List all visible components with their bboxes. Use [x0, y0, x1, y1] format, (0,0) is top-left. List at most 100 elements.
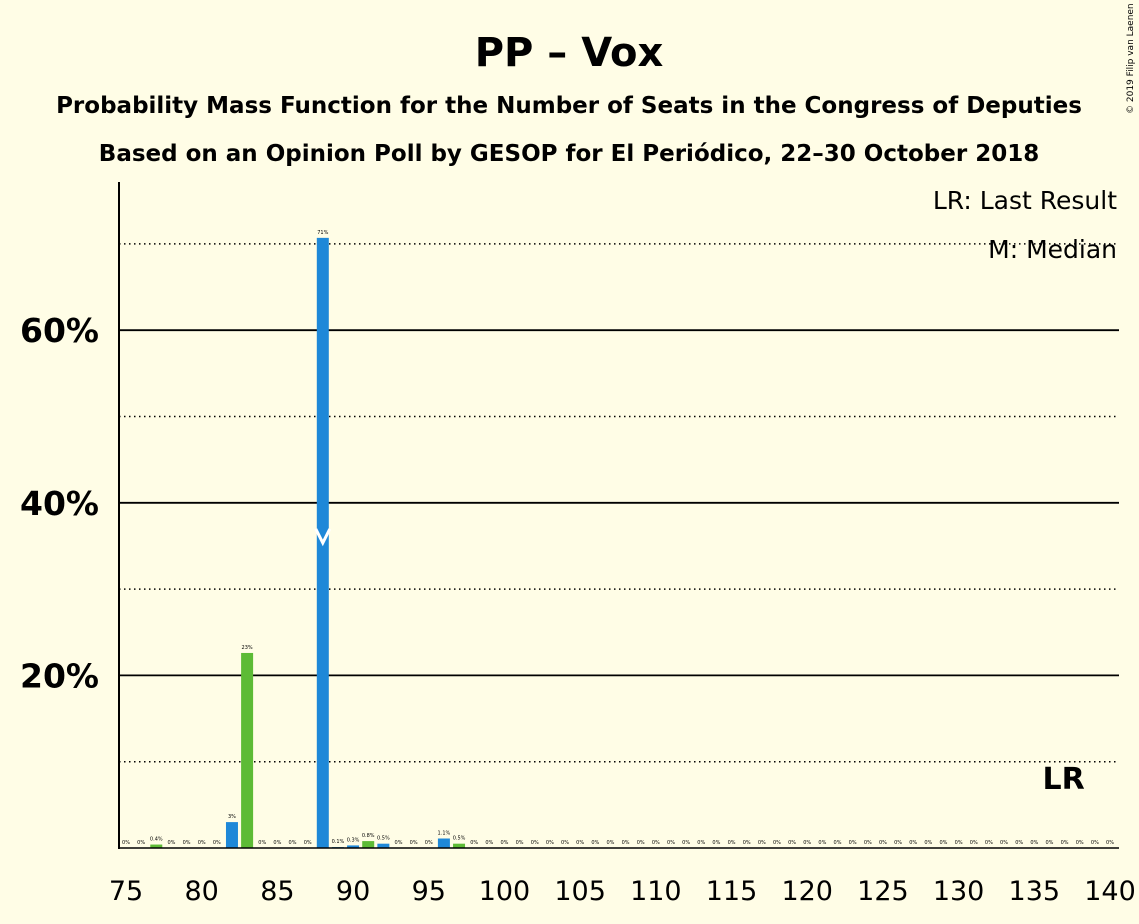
bar-value-label: 71%: [317, 230, 328, 236]
bar-value-label: 0%: [849, 840, 857, 846]
bar-value-label: 0%: [728, 840, 736, 846]
bar-value-label: 0%: [864, 840, 872, 846]
bar-value-label: 0%: [122, 840, 130, 846]
x-tick-label: 120: [781, 876, 833, 907]
bar: [347, 845, 360, 848]
gridlines: [119, 243, 1119, 763]
bar: [150, 844, 163, 848]
bar-labels: 0% 0% 0.4% 0% 0% 0% 0% 3% 23% 0% 0% 0% 0% 71% 0.1% 0.3%…: [122, 230, 1114, 846]
bar-value-label: 0%: [1030, 840, 1038, 846]
bar-value-label: 0.4%: [150, 837, 163, 843]
bar: [453, 843, 466, 848]
bar-value-label: 0%: [470, 840, 478, 846]
bar-value-label: 0%: [743, 840, 751, 846]
bar-value-label: 0%: [909, 840, 917, 846]
bar-value-label: 0%: [894, 840, 902, 846]
bar-value-label: 0%: [637, 840, 645, 846]
legend-median: M: Median: [988, 235, 1117, 264]
bar-value-label: 0%: [425, 840, 433, 846]
bar-value-label: 0%: [818, 840, 826, 846]
x-tick-label: 85: [260, 876, 294, 907]
median-marker: [314, 528, 332, 547]
bar-value-label: 0%: [213, 840, 221, 846]
bar-value-label: 0%: [758, 840, 766, 846]
chart-subtitle-1: Probability Mass Function for the Number…: [56, 93, 1082, 119]
last-result-marker: LR: [1042, 762, 1084, 797]
x-tick-label: 105: [554, 876, 606, 907]
y-tick-label: 20%: [20, 656, 99, 695]
bar-value-label: 0%: [531, 840, 539, 846]
bar-value-label: 0%: [500, 840, 508, 846]
bar-value-label: 0.3%: [347, 837, 360, 843]
x-tick-label: 140: [1084, 876, 1136, 907]
bar-value-label: 0%: [773, 840, 781, 846]
bar-value-label: 0%: [1015, 840, 1023, 846]
bar-value-label: 0%: [788, 840, 796, 846]
bar-value-label: 0%: [924, 840, 932, 846]
y-tick-label: 60%: [20, 311, 99, 350]
bar-value-label: 0%: [485, 840, 493, 846]
bar-value-label: 0%: [1000, 840, 1008, 846]
bar-value-label: 3%: [228, 814, 236, 820]
bar-value-label: 0%: [652, 840, 660, 846]
bar-value-label: 0%: [712, 840, 720, 846]
bar-value-label: 0.5%: [377, 836, 390, 842]
bar-value-label: 0%: [606, 840, 614, 846]
x-axis-ticks: 75 80 85 90 95 100 105 110 115 120 125 130 135 140: [109, 876, 1136, 907]
bar-value-label: 0%: [1091, 840, 1099, 846]
chart-title: PP – Vox: [475, 30, 664, 76]
bar-value-label: 23%: [242, 645, 253, 651]
bar-value-label: 0%: [1076, 840, 1084, 846]
bar-value-label: 0%: [985, 840, 993, 846]
bar-value-label: 0%: [167, 840, 175, 846]
bar-value-label: 0%: [682, 840, 690, 846]
chart-subtitle-2: Based on an Opinion Poll by GESOP for El…: [99, 141, 1039, 167]
bar-value-label: 0%: [1045, 840, 1053, 846]
bar-value-label: 0%: [970, 840, 978, 846]
bar-value-label: 0.8%: [362, 833, 375, 839]
bar-value-label: 0%: [1106, 840, 1114, 846]
x-tick-label: 135: [1009, 876, 1061, 907]
bar: [437, 838, 450, 848]
bar-value-label: 0%: [183, 840, 191, 846]
copyright-note: © 2019 Filip van Laenen: [1126, 3, 1136, 114]
bar: [225, 822, 238, 848]
bar-value-label: 0%: [622, 840, 630, 846]
y-tick-label: 40%: [20, 484, 99, 523]
bar-value-label: 0%: [667, 840, 675, 846]
bar-value-label: 0%: [955, 840, 963, 846]
x-tick-label: 110: [630, 876, 682, 907]
bar-value-label: 0%: [137, 840, 145, 846]
bar-value-label: 0%: [395, 840, 403, 846]
bar-value-label: 0%: [410, 840, 418, 846]
bar-value-label: 0%: [304, 840, 312, 846]
bar: [241, 652, 254, 848]
bar-value-label: 0%: [273, 840, 281, 846]
x-tick-label: 95: [412, 876, 446, 907]
x-tick-label: 115: [706, 876, 758, 907]
bar-value-label: 0%: [198, 840, 206, 846]
bar-value-label: 1.1%: [438, 831, 451, 837]
bar: [377, 843, 390, 848]
bar-value-label: 0%: [803, 840, 811, 846]
bar: [362, 841, 375, 848]
y-axis-ticks: 20% 40% 60%: [20, 311, 99, 695]
bar-value-label: 0.5%: [453, 836, 466, 842]
x-tick-label: 125: [857, 876, 909, 907]
bar-value-label: 0%: [697, 840, 705, 846]
bar-value-label: 0%: [258, 840, 266, 846]
bar-value-label: 0%: [576, 840, 584, 846]
legend-last-result: LR: Last Result: [933, 186, 1117, 215]
x-tick-label: 80: [185, 876, 219, 907]
bar-value-label: 0%: [289, 840, 297, 846]
bar-value-label: 0%: [591, 840, 599, 846]
x-tick-label: 100: [479, 876, 531, 907]
x-tick-label: 130: [933, 876, 985, 907]
bar-value-label: 0%: [940, 840, 948, 846]
x-tick-label: 90: [336, 876, 370, 907]
bar-value-label: 0%: [516, 840, 524, 846]
bar-value-label: 0%: [561, 840, 569, 846]
bar-value-label: 0%: [1061, 840, 1069, 846]
bar-value-label: 0%: [834, 840, 842, 846]
